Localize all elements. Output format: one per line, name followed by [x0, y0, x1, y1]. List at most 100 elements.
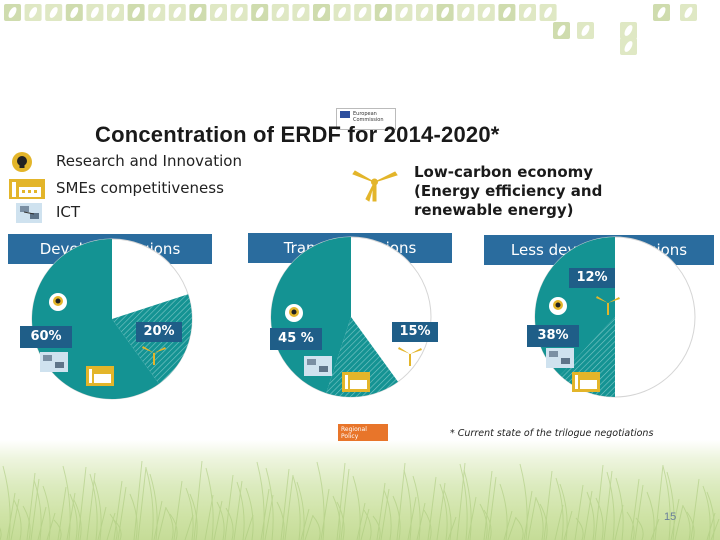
grass-blade — [2, 465, 11, 540]
grass-blade — [443, 489, 452, 540]
grass-blade — [706, 512, 716, 540]
grass-blade — [300, 508, 310, 540]
legend-item-research: Research and Innovation — [8, 151, 338, 173]
factory-icon — [9, 179, 45, 199]
grass-blade — [86, 472, 96, 540]
grass-blade — [396, 462, 406, 540]
grass-blade — [224, 474, 234, 540]
grass-blade — [37, 506, 47, 540]
header-less-developed-regions: Less developed regions — [484, 235, 714, 265]
grass-blade — [332, 495, 341, 540]
grass-blade — [30, 478, 40, 540]
grass-blade — [276, 501, 285, 540]
grass-blade — [646, 491, 655, 540]
decorative-leaf-icon — [624, 41, 633, 52]
grass-blade — [304, 514, 314, 540]
grass-blade — [439, 483, 448, 540]
grass-blade — [634, 484, 644, 540]
slide-title: Concentration of ERDF for 2014-2020* — [95, 122, 500, 147]
grass-blade — [320, 488, 330, 540]
grass-blade — [363, 509, 372, 540]
pie-lightbulb-icon — [49, 293, 67, 311]
pie-network-icon — [304, 356, 332, 376]
grass-blade — [113, 519, 122, 540]
decorative-leaf-icon — [235, 7, 244, 18]
grass-blade — [380, 488, 390, 540]
grass-blade — [412, 475, 421, 540]
decorative-leaf-icon — [581, 25, 590, 36]
grass-blade — [10, 498, 20, 540]
grass-blade — [213, 500, 223, 540]
grass-blade — [46, 512, 56, 540]
grass-blade — [666, 471, 675, 540]
network-icon — [16, 203, 42, 223]
decorative-leaf-icon — [152, 7, 161, 18]
grass-blade — [265, 467, 274, 540]
grass-blade — [535, 497, 544, 540]
decorative-leaf-icon — [193, 7, 202, 18]
decorative-leaf-band — [4, 4, 697, 55]
pie-label-transition-main: 45 % — [270, 328, 322, 350]
decorative-leaf-icon — [379, 7, 388, 18]
grass-blade — [586, 491, 595, 540]
grass-blade — [280, 468, 290, 540]
decorative-leaf-icon — [684, 7, 693, 18]
grass-blade — [62, 465, 71, 540]
grass-blade — [193, 460, 203, 540]
grass-blade — [383, 489, 392, 540]
grass-blade — [554, 504, 564, 540]
grass-blade — [216, 501, 225, 540]
pie-lightbulb-icon — [285, 304, 303, 322]
pie-label-lessdev-main: 38% — [527, 325, 579, 347]
grass-blade — [403, 469, 412, 540]
pie-label-developed-lowcarbon: 20% — [136, 322, 182, 342]
grass-blade — [614, 504, 624, 540]
pie-network-icon — [546, 348, 574, 368]
grass-blade — [256, 461, 265, 540]
grass-blade — [225, 507, 234, 540]
grass-blade — [284, 474, 294, 540]
decorative-leaf-icon — [317, 7, 326, 18]
header-developed-regions: Developed regions — [8, 234, 212, 264]
grass-blade — [22, 505, 31, 540]
pie-network-icon — [40, 352, 68, 372]
decorative-leaf-icon — [338, 7, 347, 18]
grass-blade — [157, 506, 167, 540]
grass-blade — [447, 516, 457, 540]
grass-blade — [392, 495, 401, 540]
pie-factory-icon — [86, 366, 114, 386]
pie-factory-icon — [572, 372, 600, 392]
grass-blade — [483, 470, 493, 540]
grass-blade — [109, 513, 118, 540]
grass-blade — [73, 499, 82, 540]
grass-blade — [260, 488, 270, 540]
grass-blade — [654, 464, 664, 540]
grass-blade — [487, 476, 497, 540]
decorative-leaf-icon — [420, 7, 429, 18]
decorative-leaf-icon — [461, 7, 470, 18]
pie-label-developed-main: 60% — [20, 326, 72, 348]
decorative-leaf-icon — [29, 7, 38, 18]
grass-blade — [467, 496, 477, 540]
grass-blade — [459, 463, 468, 540]
grass-blade — [483, 509, 492, 540]
grass-blade — [436, 482, 446, 540]
european-commission-logo: European Commission — [336, 108, 396, 130]
grass-blade — [630, 478, 640, 540]
decorative-leaf-icon — [657, 7, 666, 18]
grass-blade — [292, 475, 301, 540]
grass-blade — [312, 515, 321, 540]
grass-blade — [316, 461, 325, 540]
grass-blade — [236, 481, 245, 540]
grass-blade — [205, 467, 214, 540]
grass-blade — [710, 518, 720, 540]
grass-blade — [606, 471, 615, 540]
grass-blade — [13, 499, 22, 540]
grass-blade — [690, 478, 700, 540]
grass-blade — [133, 460, 143, 540]
grass-blade — [519, 463, 528, 540]
grass-blade — [165, 507, 174, 540]
grass-blade — [360, 508, 370, 540]
grass-blade — [42, 485, 51, 540]
grass-blade — [503, 510, 513, 540]
